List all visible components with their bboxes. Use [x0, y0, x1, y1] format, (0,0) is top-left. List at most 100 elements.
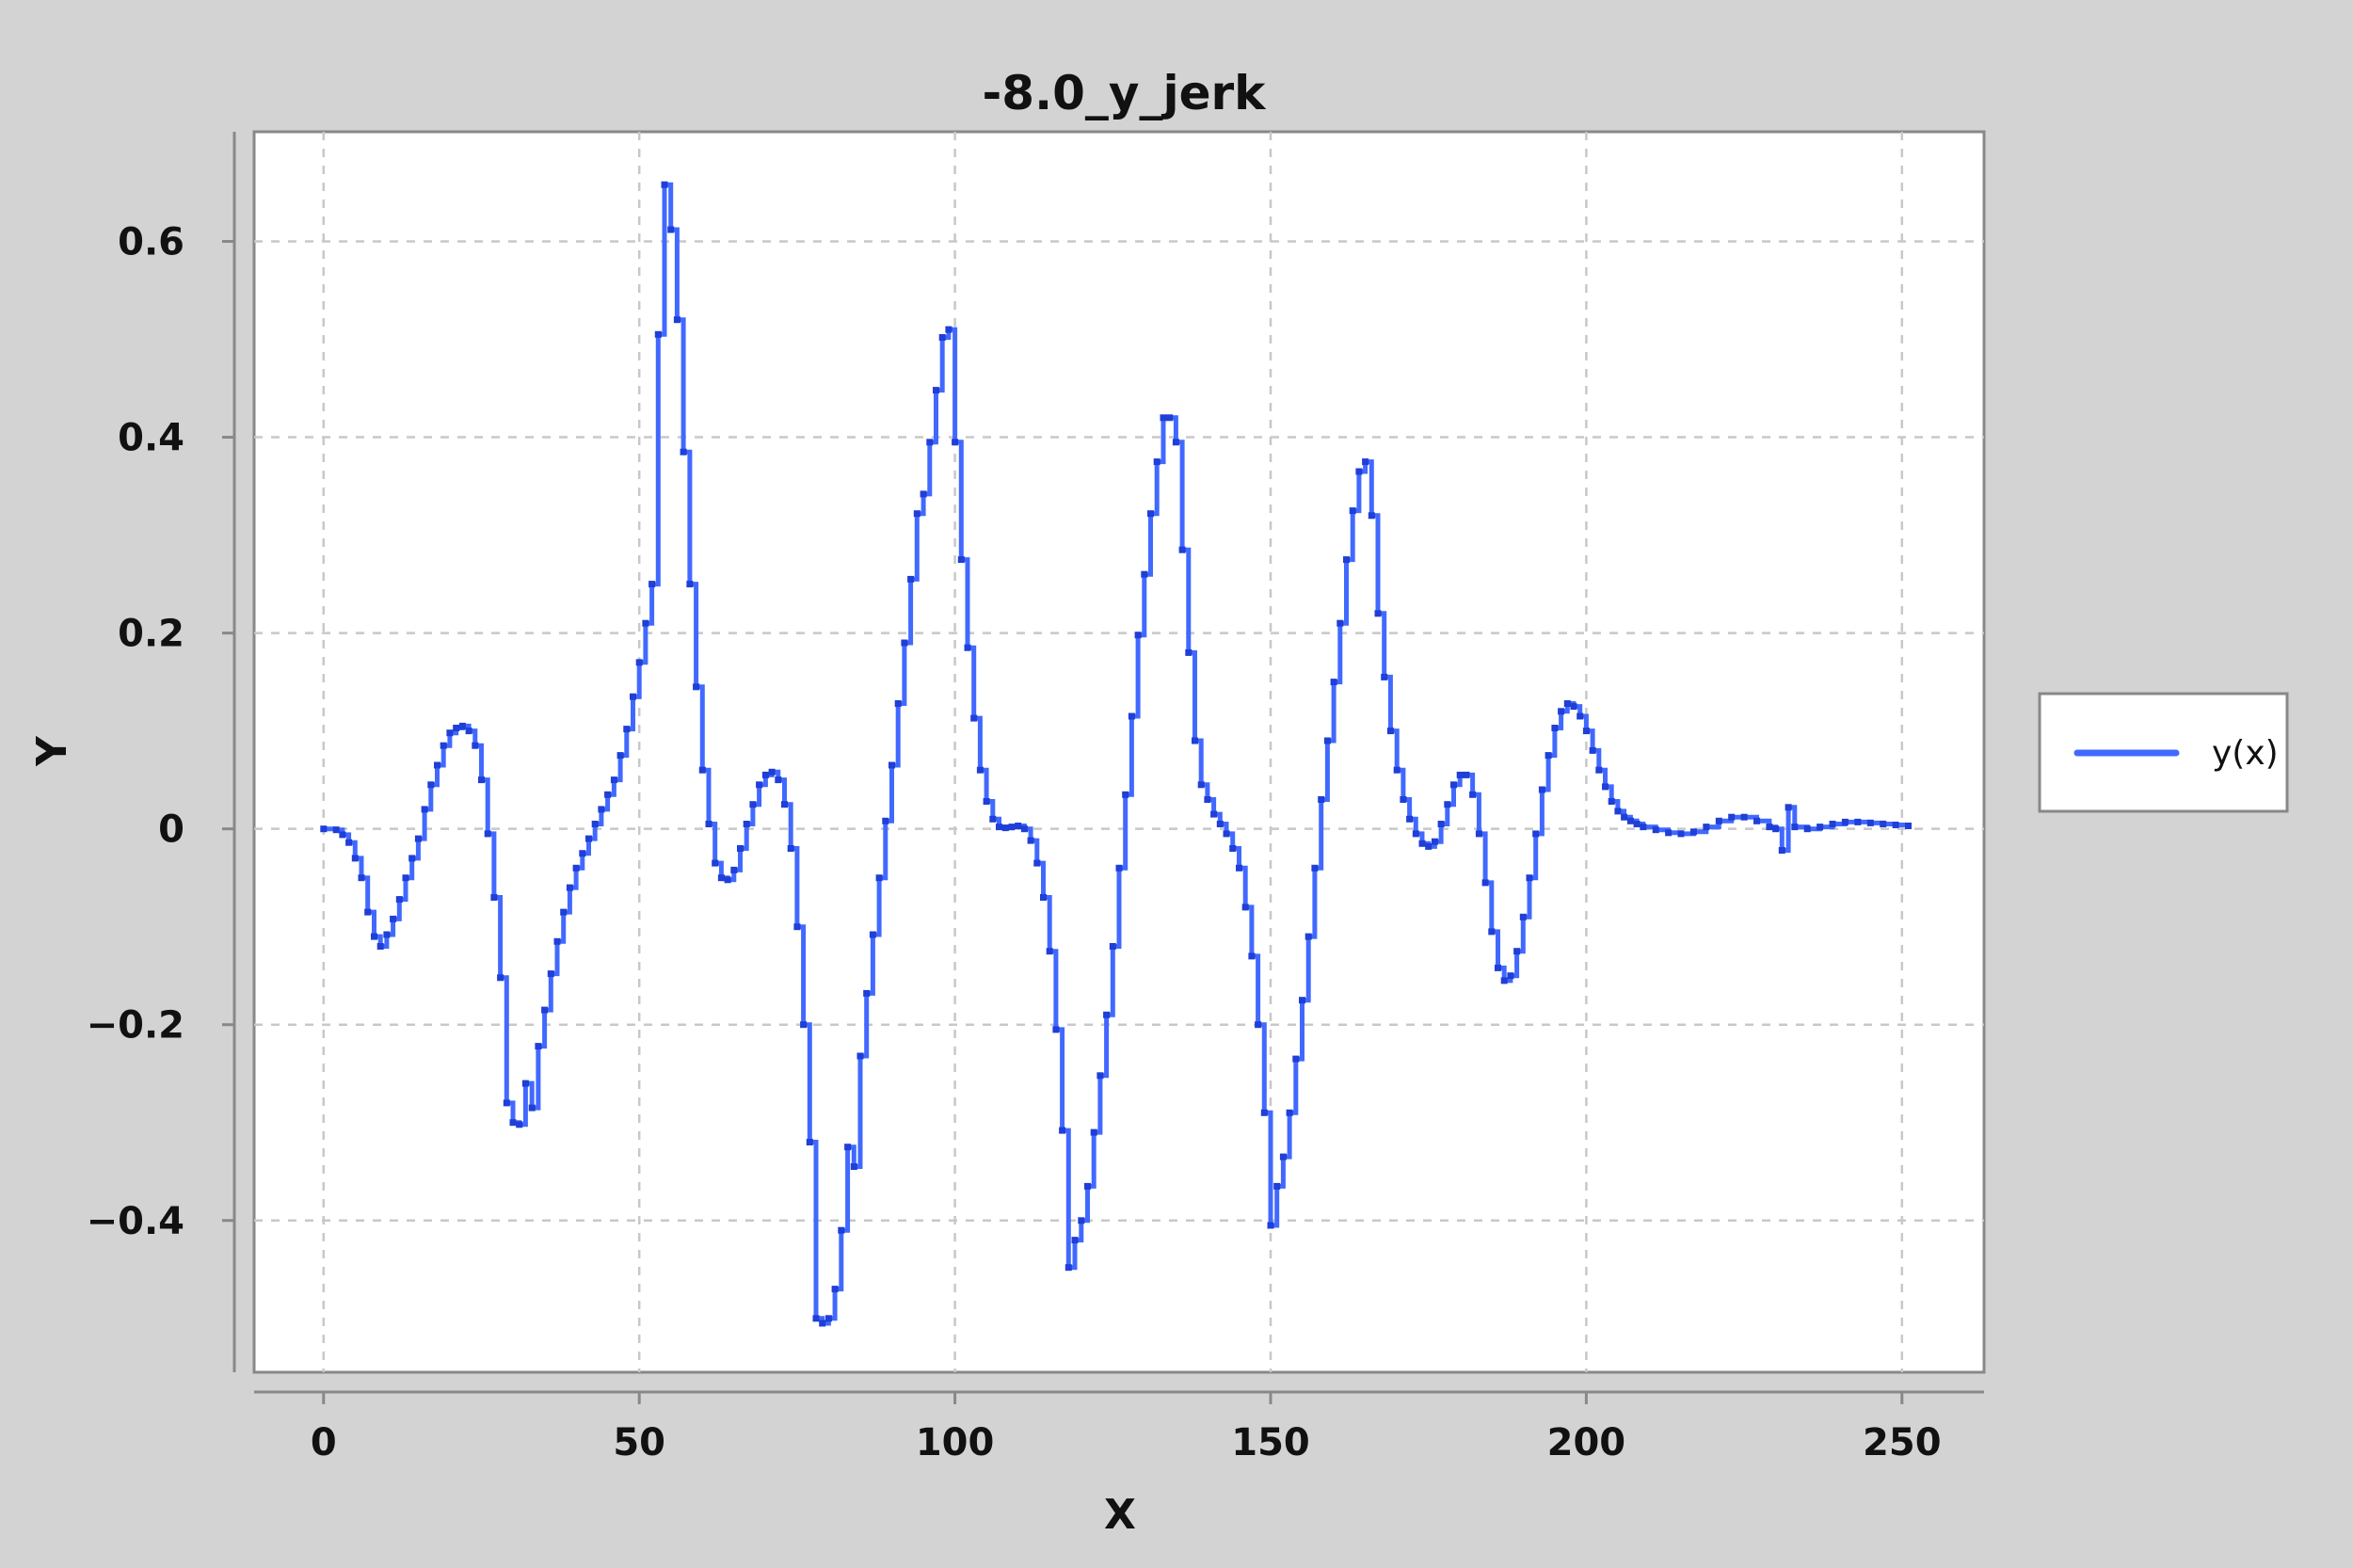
data-point	[371, 933, 377, 940]
y-tick-label: 0.6	[118, 221, 184, 264]
data-point	[970, 714, 978, 722]
data-point	[1374, 610, 1382, 617]
data-point	[1841, 818, 1849, 825]
data-point	[1015, 823, 1022, 829]
data-point	[1425, 842, 1433, 850]
data-point	[730, 866, 738, 873]
data-point	[781, 801, 788, 808]
data-point	[1582, 728, 1590, 735]
data-point	[1368, 512, 1375, 520]
data-point	[1456, 771, 1464, 778]
data-point	[1166, 414, 1174, 422]
data-point	[1595, 766, 1603, 774]
x-tick-label: 50	[613, 1421, 665, 1464]
data-point	[737, 845, 744, 852]
data-point	[957, 556, 965, 564]
data-point	[408, 855, 416, 862]
y-tick-label: −0.4	[87, 1200, 184, 1243]
data-point	[358, 874, 365, 882]
data-point	[787, 845, 794, 852]
data-point	[1545, 752, 1552, 760]
data-point	[1236, 864, 1242, 872]
data-point	[1538, 786, 1545, 793]
data-point	[1109, 943, 1116, 950]
data-point	[1090, 1128, 1097, 1136]
data-point	[1267, 1222, 1274, 1229]
data-point	[630, 693, 636, 700]
data-point	[1563, 700, 1571, 707]
data-point	[1665, 829, 1673, 837]
data-point	[1279, 1153, 1287, 1160]
data-point	[339, 831, 346, 839]
data-point	[1362, 458, 1369, 466]
data-point	[1311, 864, 1319, 872]
data-point	[390, 915, 397, 922]
data-point	[1349, 507, 1356, 515]
data-point	[332, 826, 340, 834]
data-point	[667, 226, 675, 233]
legend: y(x)	[2038, 692, 2289, 813]
data-point	[1064, 1264, 1072, 1272]
data-point	[1677, 830, 1685, 838]
data-point	[484, 830, 491, 838]
data-point	[1141, 570, 1148, 578]
data-point	[693, 683, 700, 691]
data-point	[1728, 813, 1736, 821]
data-point	[1210, 810, 1218, 818]
data-point	[1444, 801, 1451, 808]
data-point	[1570, 703, 1577, 711]
data-point	[1027, 837, 1034, 844]
data-point	[1033, 859, 1041, 867]
data-point	[585, 835, 592, 842]
data-point	[793, 923, 801, 931]
data-point	[1526, 874, 1533, 882]
data-point	[1558, 708, 1565, 715]
data-point	[952, 439, 959, 446]
data-point	[812, 1315, 820, 1322]
legend-label: y(x)	[2212, 734, 2279, 773]
data-point	[1185, 648, 1193, 656]
data-point	[888, 761, 895, 769]
data-point	[1519, 913, 1527, 920]
data-point	[1197, 781, 1205, 789]
data-point	[1153, 458, 1160, 466]
data-point	[907, 575, 915, 583]
data-point	[591, 821, 599, 827]
data-point	[1513, 948, 1521, 955]
data-point	[819, 1320, 826, 1327]
data-point	[616, 752, 624, 760]
data-point	[1633, 821, 1641, 827]
data-point	[598, 806, 605, 813]
data-point	[535, 1043, 542, 1050]
data-point	[1475, 830, 1482, 838]
data-point	[894, 700, 902, 707]
data-point	[989, 815, 997, 823]
data-point	[472, 742, 479, 749]
data-point	[1463, 771, 1470, 778]
data-point	[1305, 933, 1312, 940]
data-point	[1008, 824, 1016, 831]
data-point	[1084, 1182, 1091, 1190]
data-point	[938, 334, 946, 341]
data-point	[945, 326, 952, 333]
data-point	[686, 581, 694, 588]
data-point	[996, 824, 1002, 831]
data-point	[1128, 712, 1135, 720]
data-point	[1753, 817, 1760, 824]
data-point	[1621, 813, 1628, 821]
data-point	[743, 821, 750, 827]
data-point	[775, 776, 782, 784]
data-point	[1703, 824, 1710, 831]
data-point	[376, 943, 384, 950]
data-point	[800, 1021, 808, 1029]
data-point	[1299, 997, 1305, 1004]
data-point	[553, 937, 561, 945]
chart-title: -8.0_y_jerk	[983, 66, 1268, 120]
data-point	[661, 181, 668, 188]
data-point	[345, 839, 353, 846]
data-point	[1431, 838, 1438, 845]
data-point	[383, 931, 391, 938]
data-point	[490, 894, 498, 901]
data-point	[1160, 414, 1167, 422]
